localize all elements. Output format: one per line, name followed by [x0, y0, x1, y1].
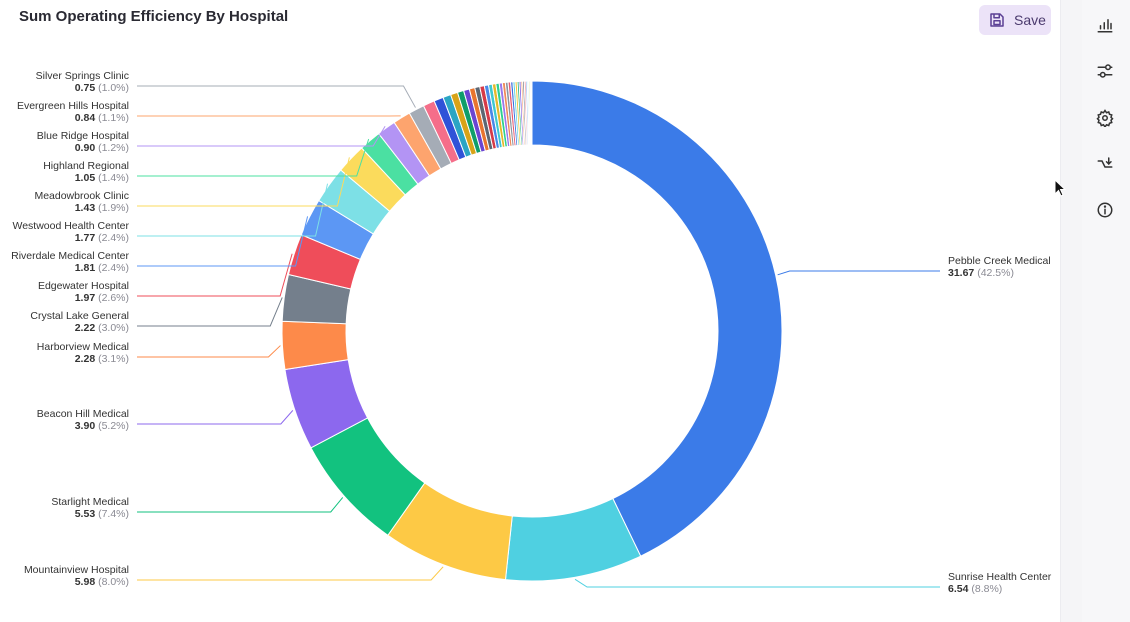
slice-label-value: 2.28 (3.1%): [75, 353, 129, 365]
leader-line: [137, 138, 370, 177]
save-button[interactable]: Save: [979, 5, 1051, 35]
slice-44[interactable]: [530, 80, 533, 146]
sliders-icon[interactable]: [1094, 60, 1116, 82]
slice-label-value: 0.84 (1.1%): [75, 112, 129, 124]
leader-line: [137, 85, 416, 108]
leader-line: [137, 410, 294, 425]
bar-chart-icon[interactable]: [1094, 14, 1116, 36]
slice-label-value: 6.54 (8.8%): [948, 583, 1002, 595]
gear-icon[interactable]: [1094, 107, 1116, 129]
leader-line: [137, 125, 386, 147]
slice-label-value: 1.97 (2.6%): [75, 292, 129, 304]
slice-label-value: 5.53 (7.4%): [75, 508, 129, 520]
slice-label-name: Pebble Creek Medical: [948, 255, 1051, 267]
slice-label-name: Starlight Medical: [51, 496, 129, 508]
slice-label-value: 0.90 (1.2%): [75, 142, 129, 154]
leader-line: [777, 270, 940, 276]
leader-line: [137, 345, 281, 358]
slice-label-name: Highland Regional: [43, 160, 129, 172]
info-icon[interactable]: [1094, 199, 1116, 221]
slice-label-name: Crystal Lake General: [30, 310, 129, 322]
chart-title: Sum Operating Efficiency By Hospital: [19, 8, 289, 25]
slice-label-value: 3.90 (5.2%): [75, 420, 129, 432]
slice-label-name: Meadowbrook Clinic: [34, 190, 129, 202]
sort-icon[interactable]: [1094, 153, 1116, 175]
leader-line: [137, 183, 329, 237]
leader-line: [137, 566, 444, 581]
slice-label-value: 1.05 (1.4%): [75, 172, 129, 184]
leader-line: [137, 497, 344, 513]
mouse-cursor-icon: [1054, 179, 1067, 197]
slice-pebble-creek-medical[interactable]: [531, 80, 783, 557]
slice-label-name: Mountainview Hospital: [24, 564, 129, 576]
save-icon: [988, 11, 1006, 29]
slice-label-name: Westwood Health Center: [12, 220, 129, 232]
slice-label-name: Evergreen Hills Hospital: [17, 100, 129, 112]
slice-label-value: 0.75 (1.0%): [75, 82, 129, 94]
slice-label-name: Beacon Hill Medical: [37, 408, 129, 420]
slice-label-value: 31.67 (42.5%): [948, 267, 1014, 279]
leader-line: [137, 216, 309, 267]
leader-line: [137, 157, 350, 207]
slice-label-name: Sunrise Health Center: [948, 571, 1052, 583]
save-label: Save: [1014, 12, 1046, 28]
leader-line: [574, 578, 940, 588]
slice-label-value: 1.81 (2.4%): [75, 262, 129, 274]
slice-label-value: 2.22 (3.0%): [75, 322, 129, 334]
slice-label-name: Edgewater Hospital: [38, 280, 129, 292]
chart-card: Sum Operating Efficiency By Hospital Sav…: [11, 0, 1061, 622]
slice-label-name: Blue Ridge Hospital: [37, 130, 129, 142]
leader-line: [137, 297, 283, 327]
slice-label-value: 5.98 (8.0%): [75, 576, 129, 588]
slice-label-name: Riverdale Medical Center: [11, 250, 129, 262]
slice-label-value: 1.77 (2.4%): [75, 232, 129, 244]
leader-line: [137, 253, 293, 297]
slice-label-name: Silver Springs Clinic: [36, 70, 129, 82]
slice-label-name: Harborview Medical: [37, 341, 129, 353]
right-toolbar: [1082, 0, 1130, 622]
slice-label-value: 1.43 (1.9%): [75, 202, 129, 214]
